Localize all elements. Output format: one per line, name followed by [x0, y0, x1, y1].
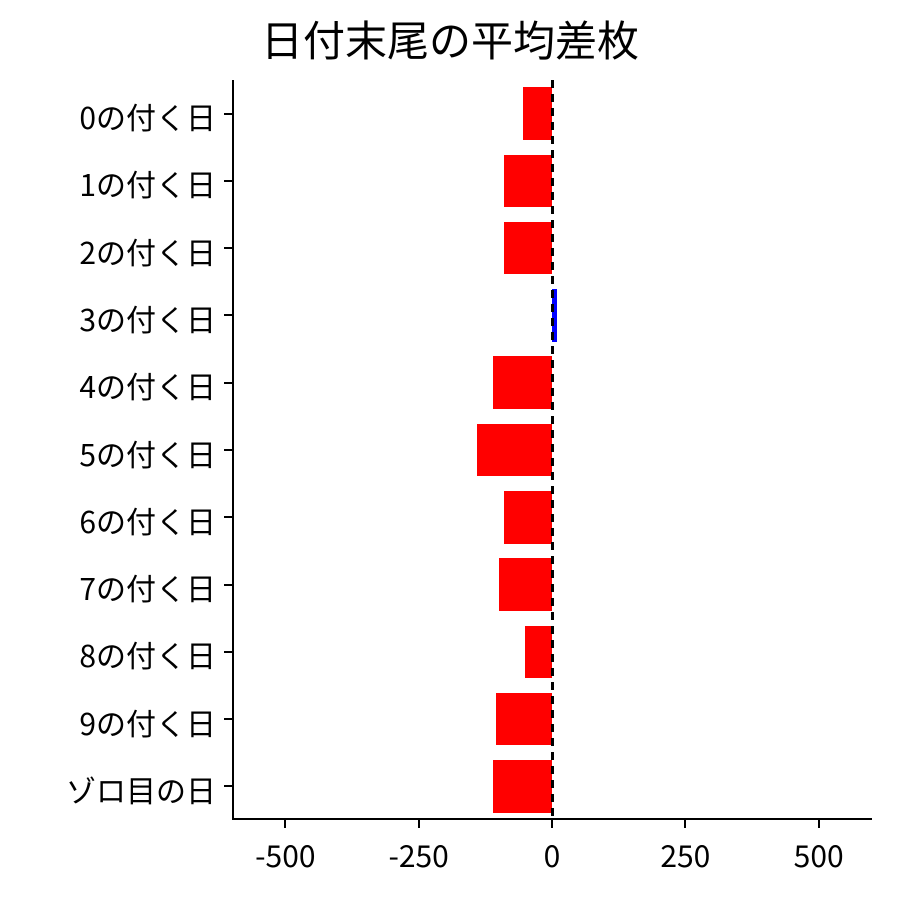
x-tick-mark [818, 820, 820, 828]
y-tick-label: 3の付く日 [2, 296, 230, 340]
bar [504, 155, 552, 207]
plot-area: 0の付く日1の付く日2の付く日3の付く日4の付く日5の付く日6の付く日7の付く日… [232, 80, 872, 820]
bar [496, 693, 552, 745]
x-tick-label: 250 [660, 832, 710, 876]
x-tick-label: -500 [255, 832, 315, 876]
x-tick-mark [418, 820, 420, 828]
bar [493, 356, 552, 408]
chart-title: 日付末尾の平均差枚 [0, 8, 900, 69]
y-tick-label: ゾロ目の日 [2, 767, 230, 811]
zero-reference-line [551, 80, 554, 820]
y-tick-label: 0の付く日 [2, 94, 230, 138]
bar [525, 626, 552, 678]
x-tick-label: 500 [794, 832, 844, 876]
y-tick-label: 8の付く日 [2, 632, 230, 676]
bar [493, 760, 552, 812]
x-tick-mark [684, 820, 686, 828]
x-tick-label: 0 [544, 832, 561, 876]
bar [523, 87, 552, 139]
bar [504, 222, 552, 274]
bar [499, 558, 552, 610]
y-tick-label: 4の付く日 [2, 363, 230, 407]
x-tick-mark [284, 820, 286, 828]
y-tick-label: 9の付く日 [2, 700, 230, 744]
y-tick-label: 7の付く日 [2, 565, 230, 609]
x-tick-label: -250 [388, 832, 448, 876]
bar [477, 424, 552, 476]
chart-container: 日付末尾の平均差枚 0の付く日1の付く日2の付く日3の付く日4の付く日5の付く日… [0, 0, 900, 900]
bar [504, 491, 552, 543]
y-tick-label: 6の付く日 [2, 498, 230, 542]
x-tick-mark [551, 820, 553, 828]
y-tick-label: 5の付く日 [2, 431, 230, 475]
y-axis-line [232, 80, 234, 820]
y-tick-label: 2の付く日 [2, 229, 230, 273]
y-tick-label: 1の付く日 [2, 161, 230, 205]
